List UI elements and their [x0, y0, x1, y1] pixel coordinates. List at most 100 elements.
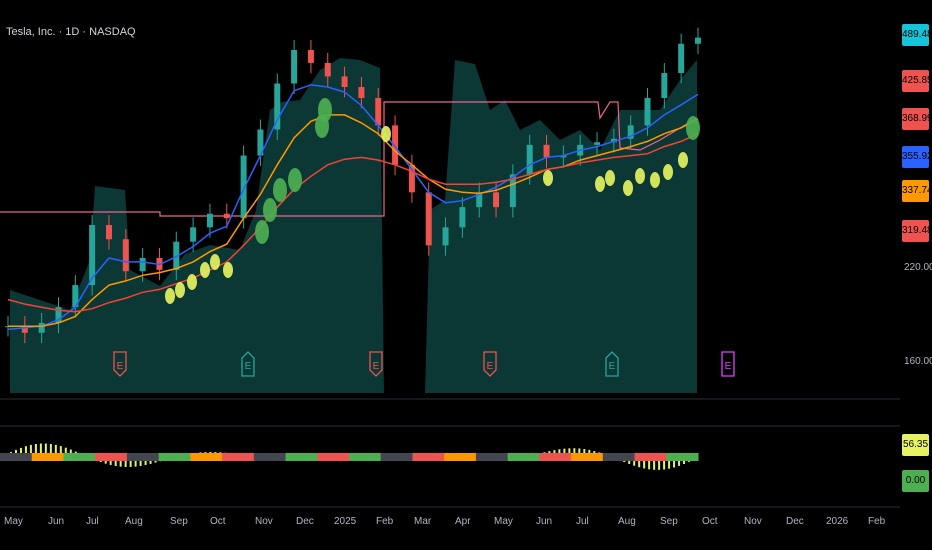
osc-histogram-bar [563, 448, 566, 457]
osc-histogram-bar [29, 444, 32, 457]
candle-body [493, 192, 500, 208]
earnings-marker-label: E [725, 361, 732, 372]
osc-histogram-bar [44, 443, 47, 457]
candle-body [206, 213, 213, 228]
earnings-marker [483, 351, 497, 377]
earnings-marker-label: E [117, 361, 124, 372]
osc-state-segment [190, 453, 223, 461]
earnings-marker [605, 351, 619, 377]
signal-blob [381, 126, 391, 142]
time-axis-label: Nov [744, 516, 762, 527]
candle-body [425, 192, 432, 246]
time-axis-label: Aug [125, 516, 143, 527]
earnings-marker [241, 351, 255, 377]
earnings-marker [113, 351, 127, 377]
earnings-marker-label: E [373, 361, 380, 372]
osc-state-segment [412, 453, 445, 461]
osc-state-segment [507, 453, 540, 461]
signal-blob [288, 168, 302, 192]
osc-state-segment [317, 453, 350, 461]
candle-body [257, 129, 264, 156]
time-axis-label: 2025 [334, 516, 357, 527]
candle-body [291, 50, 298, 84]
osc-state-segment [475, 453, 509, 461]
time-axis-label: Oct [210, 516, 226, 527]
time-axis-label: Apr [455, 516, 471, 527]
candle-body [38, 322, 45, 333]
osc-state-segment [253, 453, 287, 461]
osc-histogram-bar [578, 448, 581, 457]
time-axis-label: Sep [660, 516, 678, 527]
candle-body [307, 50, 314, 63]
osc-histogram-bar [39, 443, 42, 457]
osc-state-segment [0, 453, 33, 461]
time-axis-label: 2026 [826, 516, 849, 527]
candle-body [89, 225, 96, 286]
osc-histogram-bar [134, 457, 137, 467]
osc-histogram-bar [119, 457, 122, 467]
price-tag: 368.99 [902, 108, 932, 130]
osc-state-segment [63, 453, 96, 461]
candle-body [678, 43, 685, 74]
osc-histogram-bar [139, 457, 142, 466]
chart-title: Tesla, Inc. · 1D · NASDAQ [6, 26, 136, 38]
osc-histogram-bar [663, 457, 666, 470]
signal-blob [635, 168, 645, 184]
time-axis-label: Jul [86, 516, 99, 527]
price-tag: 425.85 [902, 70, 932, 92]
osc-state-segment [539, 453, 572, 461]
candle-body [644, 98, 651, 126]
osc-state-segment [126, 453, 160, 461]
time-axis-label: Nov [255, 516, 273, 527]
ema-slow-line [7, 133, 699, 313]
cloud-band [425, 60, 697, 393]
price-tag: 489.48 [902, 24, 932, 46]
time-axis-label: Aug [618, 516, 636, 527]
candle-body [610, 138, 617, 143]
candle-body [543, 144, 550, 158]
candle-body [408, 164, 415, 193]
osc-state-segment [222, 453, 255, 461]
candle-body [358, 87, 365, 99]
signal-blob [543, 170, 553, 186]
osc-histogram-bar [129, 457, 132, 467]
signal-blob [255, 220, 269, 244]
osc-histogram-bar [144, 457, 147, 466]
cloud-band [10, 58, 384, 393]
signal-blob [223, 262, 233, 278]
price-axis-label: 220.00 [904, 262, 932, 273]
candle-body [476, 192, 483, 208]
ema-fast-line [7, 84, 699, 331]
time-axis-label: May [4, 516, 23, 527]
osc-state-segment [571, 453, 604, 461]
signal-blob [678, 152, 688, 168]
osc-histogram-bar [668, 457, 671, 469]
time-axis-label: Feb [868, 516, 886, 527]
osc-histogram-bar [673, 457, 676, 468]
candle-body [560, 155, 567, 158]
candle-body [105, 225, 112, 240]
osc-histogram-bar [64, 447, 67, 457]
signal-blob [187, 274, 197, 290]
candle-body [223, 213, 230, 219]
signal-blob [595, 176, 605, 192]
candle-body [72, 285, 79, 308]
osc-value-tag: 0.00 [902, 470, 929, 492]
osc-state-segment [380, 453, 413, 461]
osc-state-segment [158, 453, 191, 461]
price-axis-label: 160.00 [904, 356, 932, 367]
signal-blob [650, 172, 660, 188]
osc-histogram-bar [633, 457, 636, 466]
candle-body [526, 144, 533, 175]
osc-histogram-bar [59, 446, 62, 457]
time-axis-label: Jul [576, 516, 589, 527]
osc-value-tag: 56.35 [902, 434, 929, 456]
candle-body [509, 174, 516, 208]
time-axis-label: Dec [296, 516, 314, 527]
osc-state-segment [602, 453, 636, 461]
osc-state-segment [634, 453, 667, 461]
time-axis-label: Feb [376, 516, 394, 527]
time-axis-label: Oct [702, 516, 718, 527]
osc-histogram-bar [34, 443, 37, 457]
